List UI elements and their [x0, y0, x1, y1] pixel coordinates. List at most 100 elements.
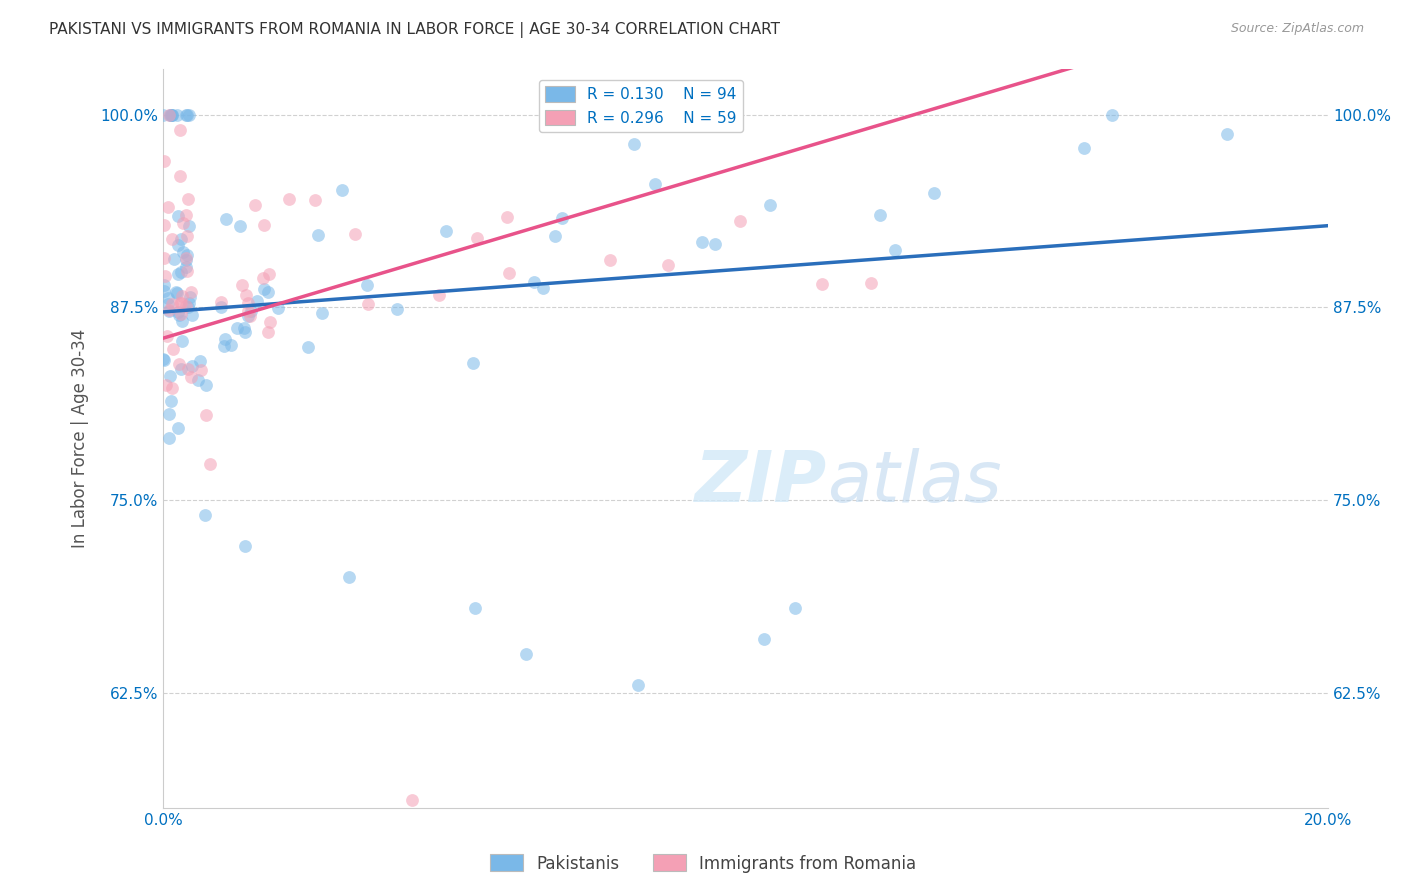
Point [339, 570, 361, 584]
Point [278, 192, 301, 206]
Point [170, 314, 193, 328]
Point [156, 292, 179, 306]
Point [169, 123, 191, 137]
Point [176, 248, 198, 262]
Point [169, 309, 191, 323]
Point [544, 228, 567, 243]
Point [157, 303, 180, 318]
Point [239, 309, 262, 323]
Point [162, 232, 184, 246]
Point [174, 260, 197, 275]
Point [304, 194, 326, 208]
Point [194, 508, 217, 523]
Point [401, 793, 423, 807]
Point [198, 457, 221, 471]
Point [233, 325, 256, 339]
Point [252, 270, 274, 285]
Point [153, 251, 176, 265]
Point [162, 342, 184, 356]
Point [1101, 108, 1123, 122]
Point [152, 277, 174, 292]
Point [515, 647, 537, 661]
Point [152, 108, 174, 122]
Point [860, 276, 883, 290]
Point [496, 210, 519, 224]
Point [156, 297, 179, 311]
Point [167, 305, 190, 319]
Point [153, 268, 176, 283]
Point [172, 289, 194, 303]
Point [188, 354, 211, 368]
Point [172, 244, 194, 259]
Point [811, 277, 834, 291]
Point [169, 296, 191, 310]
Point [174, 251, 197, 265]
Point [176, 299, 198, 313]
Point [259, 315, 281, 329]
Point [464, 600, 486, 615]
Point [759, 198, 782, 212]
Point [162, 381, 184, 395]
Point [179, 290, 201, 304]
Point [170, 334, 193, 348]
Point [1073, 141, 1095, 155]
Point [157, 200, 180, 214]
Point [159, 108, 181, 122]
Point [160, 108, 183, 122]
Point [177, 362, 200, 376]
Point [166, 286, 188, 301]
Point [160, 393, 183, 408]
Point [176, 108, 198, 122]
Point [599, 253, 621, 268]
Legend: R = 0.130    N = 94, R = 0.296    N = 59: R = 0.130 N = 94, R = 0.296 N = 59 [538, 80, 744, 132]
Point [170, 362, 193, 376]
Point [159, 368, 181, 383]
Point [257, 285, 280, 300]
Point [236, 296, 259, 310]
Point [236, 303, 259, 318]
Point [253, 218, 276, 232]
Point [657, 258, 679, 272]
Point [195, 409, 218, 423]
Point [166, 108, 188, 122]
Point [330, 183, 353, 197]
Point [170, 265, 193, 279]
Point [228, 219, 250, 234]
Point [297, 340, 319, 354]
Point [176, 253, 198, 268]
Point [644, 177, 666, 191]
Point [703, 236, 725, 251]
Point [523, 276, 546, 290]
Point [176, 108, 198, 122]
Point [728, 214, 751, 228]
Point [177, 300, 200, 314]
Point [159, 108, 181, 122]
Point [190, 363, 212, 377]
Point [176, 264, 198, 278]
Point [157, 431, 180, 445]
Point [166, 421, 188, 435]
Point [176, 208, 198, 222]
Text: Source: ZipAtlas.com: Source: ZipAtlas.com [1230, 22, 1364, 36]
Point [240, 303, 263, 318]
Point [153, 353, 176, 368]
Point [343, 227, 366, 241]
Point [180, 285, 202, 299]
Point [922, 186, 945, 201]
Point [357, 297, 380, 311]
Point [627, 678, 650, 692]
Point [267, 301, 290, 315]
Point [231, 277, 253, 292]
Point [163, 252, 186, 266]
Point [232, 321, 254, 335]
Point [219, 338, 242, 352]
Point [167, 268, 190, 282]
Point [167, 357, 190, 371]
Point [550, 211, 572, 225]
Point [170, 307, 193, 321]
Point [209, 300, 232, 314]
Point [531, 281, 554, 295]
Point [245, 198, 267, 212]
Point [167, 237, 190, 252]
Point [155, 378, 177, 392]
